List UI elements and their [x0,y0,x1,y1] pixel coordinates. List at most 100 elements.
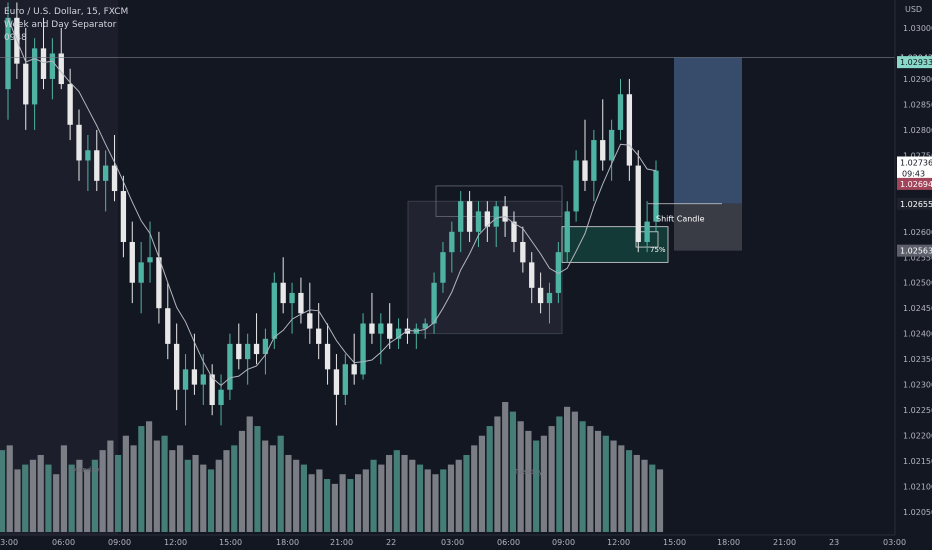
volume-bar [145,421,153,532]
candle-body [307,313,313,329]
candle-body [644,221,650,242]
volume-bar [416,464,424,532]
candle-body [387,323,393,339]
volume-bar [138,426,145,532]
price-tick-label: 1.02200 [903,432,932,441]
volume-bar [184,459,191,532]
volume-bar [29,459,37,532]
time-tick-label: 03:00 [0,538,18,547]
volume-bar [246,416,253,532]
candle-body [40,48,47,79]
time-tick-label: 21:00 [773,538,796,547]
price-tag-last-bg [897,156,932,169]
volume-bar [594,430,602,532]
volume-bar [424,469,431,532]
candle-body [378,323,384,334]
time-tick-label: 12:00 [607,538,630,547]
volume-bar [207,469,215,532]
volume-bar [45,464,52,532]
price-tag-mid: 1.02655 [900,200,932,209]
price-tick-label: 1.02300 [903,381,932,390]
price-axis[interactable]: USD1.030001.029001.028501.028001.027501.… [894,0,932,535]
price-tick-label: 1.02500 [903,279,932,288]
time-tick-label: 03:00 [883,538,906,547]
candle-body [608,129,615,161]
volume-bar [231,445,238,532]
candle-body [102,165,109,181]
candle-body [67,84,73,125]
price-tag-low: 1.02563 [900,247,932,256]
candle-body [165,308,171,344]
volume-bar [0,450,6,532]
session-shade [0,0,118,535]
legend-indicator-1[interactable]: Week and Day Separator [4,20,117,30]
price-tag-last: 1.02736 [900,159,932,168]
volume-bar [494,416,501,532]
price-tick-label: 1.02150 [903,457,932,466]
price-tag-red: 1.02694 [900,180,932,189]
candle-body [591,140,597,181]
volume-bar [22,464,29,532]
candle-body [484,211,491,227]
volume-bar [378,464,385,532]
volume-bar [385,454,393,532]
candle-body [555,252,562,293]
shift-candle-label: Shift Candle [656,215,705,224]
time-tick-label: 21:00 [330,538,353,547]
volume-bar [238,430,246,532]
candle-body [529,262,535,288]
volume-bar [99,450,106,532]
candle-body [182,369,189,390]
axis-currency: USD [905,5,922,14]
fib-75-label: 75% [650,246,666,254]
volume-bar [339,474,346,532]
time-tick-label: 09:00 [552,538,575,547]
candle-body [351,364,357,375]
candle-body [466,201,473,232]
price-tick-label: 1.02450 [903,304,932,313]
volume-bar [571,411,578,532]
volume-bar [161,435,168,532]
candle-body [617,94,624,130]
volume-bar [409,459,416,532]
price-tick-label: 1.02100 [903,483,932,492]
candle-body [173,343,180,390]
stop-zone [674,203,742,251]
volume-bar [633,454,640,532]
volume-bar [564,406,571,532]
candle-body [502,206,508,222]
candle-body [94,150,100,181]
volume-bar [192,454,199,532]
candle-body [333,369,340,395]
candle-body [635,165,641,242]
volume-bar [656,469,664,532]
candle-body [369,323,375,334]
time-axis[interactable]: 03:00 06:00 09:00 12:00 15:00 18:00 21:00 22 03:… [0,534,906,547]
price-tick-label: 1.02800 [903,126,932,135]
candle-body [289,292,295,304]
candle-body [49,53,56,79]
volume-bar [440,469,447,532]
volume-bar [115,454,122,532]
candle-body [395,328,402,339]
price-tick-label: 1.02750 [903,151,932,160]
price-tick-label: 1.02850 [903,100,932,109]
candle-body [129,241,135,283]
volume-bar [153,440,160,532]
legend-symbol[interactable]: Euro / U.S. Dollar, 15, FXCM [4,7,129,17]
volume-bar [300,464,308,532]
volume-bar [610,440,617,532]
range-box-top [435,185,563,217]
candle-body [209,374,215,406]
volume-bar [602,435,609,532]
candle-body [31,48,38,105]
candle-body [653,170,659,222]
volume-bar [432,474,439,532]
chart-legend: Euro / U.S. Dollar, 15, FXCM Week and Da… [4,6,128,45]
candle-body [342,364,348,395]
legend-indicator-2[interactable]: 0948 [4,33,27,43]
candle-body [316,328,322,344]
candle-body [280,282,286,304]
volume-bar [471,445,478,532]
